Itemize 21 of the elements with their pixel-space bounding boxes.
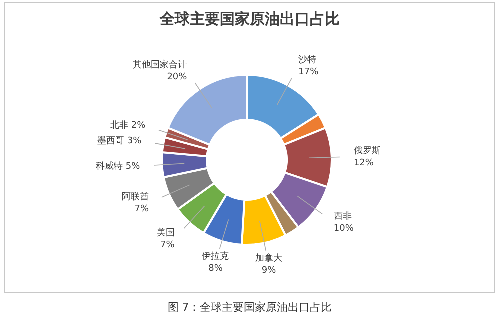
chart-title: 全球主要国家原油出口占比: [159, 10, 340, 28]
data-label: 7%: [134, 204, 150, 215]
slice-label: 科威特 5%: [96, 160, 141, 172]
slice-label: 北非 2%: [110, 120, 146, 132]
data-label: 17%: [298, 68, 320, 78]
slice-label: 墨西哥 3%: [98, 136, 142, 147]
slice-label: 加拿大: [256, 253, 283, 264]
data-label: 20%: [167, 72, 188, 83]
data-label: 7%: [160, 240, 176, 250]
slice-label: 沙特: [298, 54, 317, 66]
slice-label: 俄罗斯: [354, 145, 381, 156]
slice-label: 伊拉克: [202, 250, 230, 262]
slice-label: 西非: [334, 210, 352, 222]
slice-label: 其他国家合计: [133, 60, 188, 71]
data-label: 9%: [262, 266, 277, 276]
data-label: 8%: [208, 264, 224, 274]
data-label: 12%: [354, 158, 374, 168]
data-label: 10%: [334, 224, 354, 234]
slice-label: 阿联酋: [122, 192, 150, 203]
slice-label: 美国: [156, 227, 175, 238]
caption: 图 7：全球主要国家原油出口占比: [168, 301, 332, 314]
